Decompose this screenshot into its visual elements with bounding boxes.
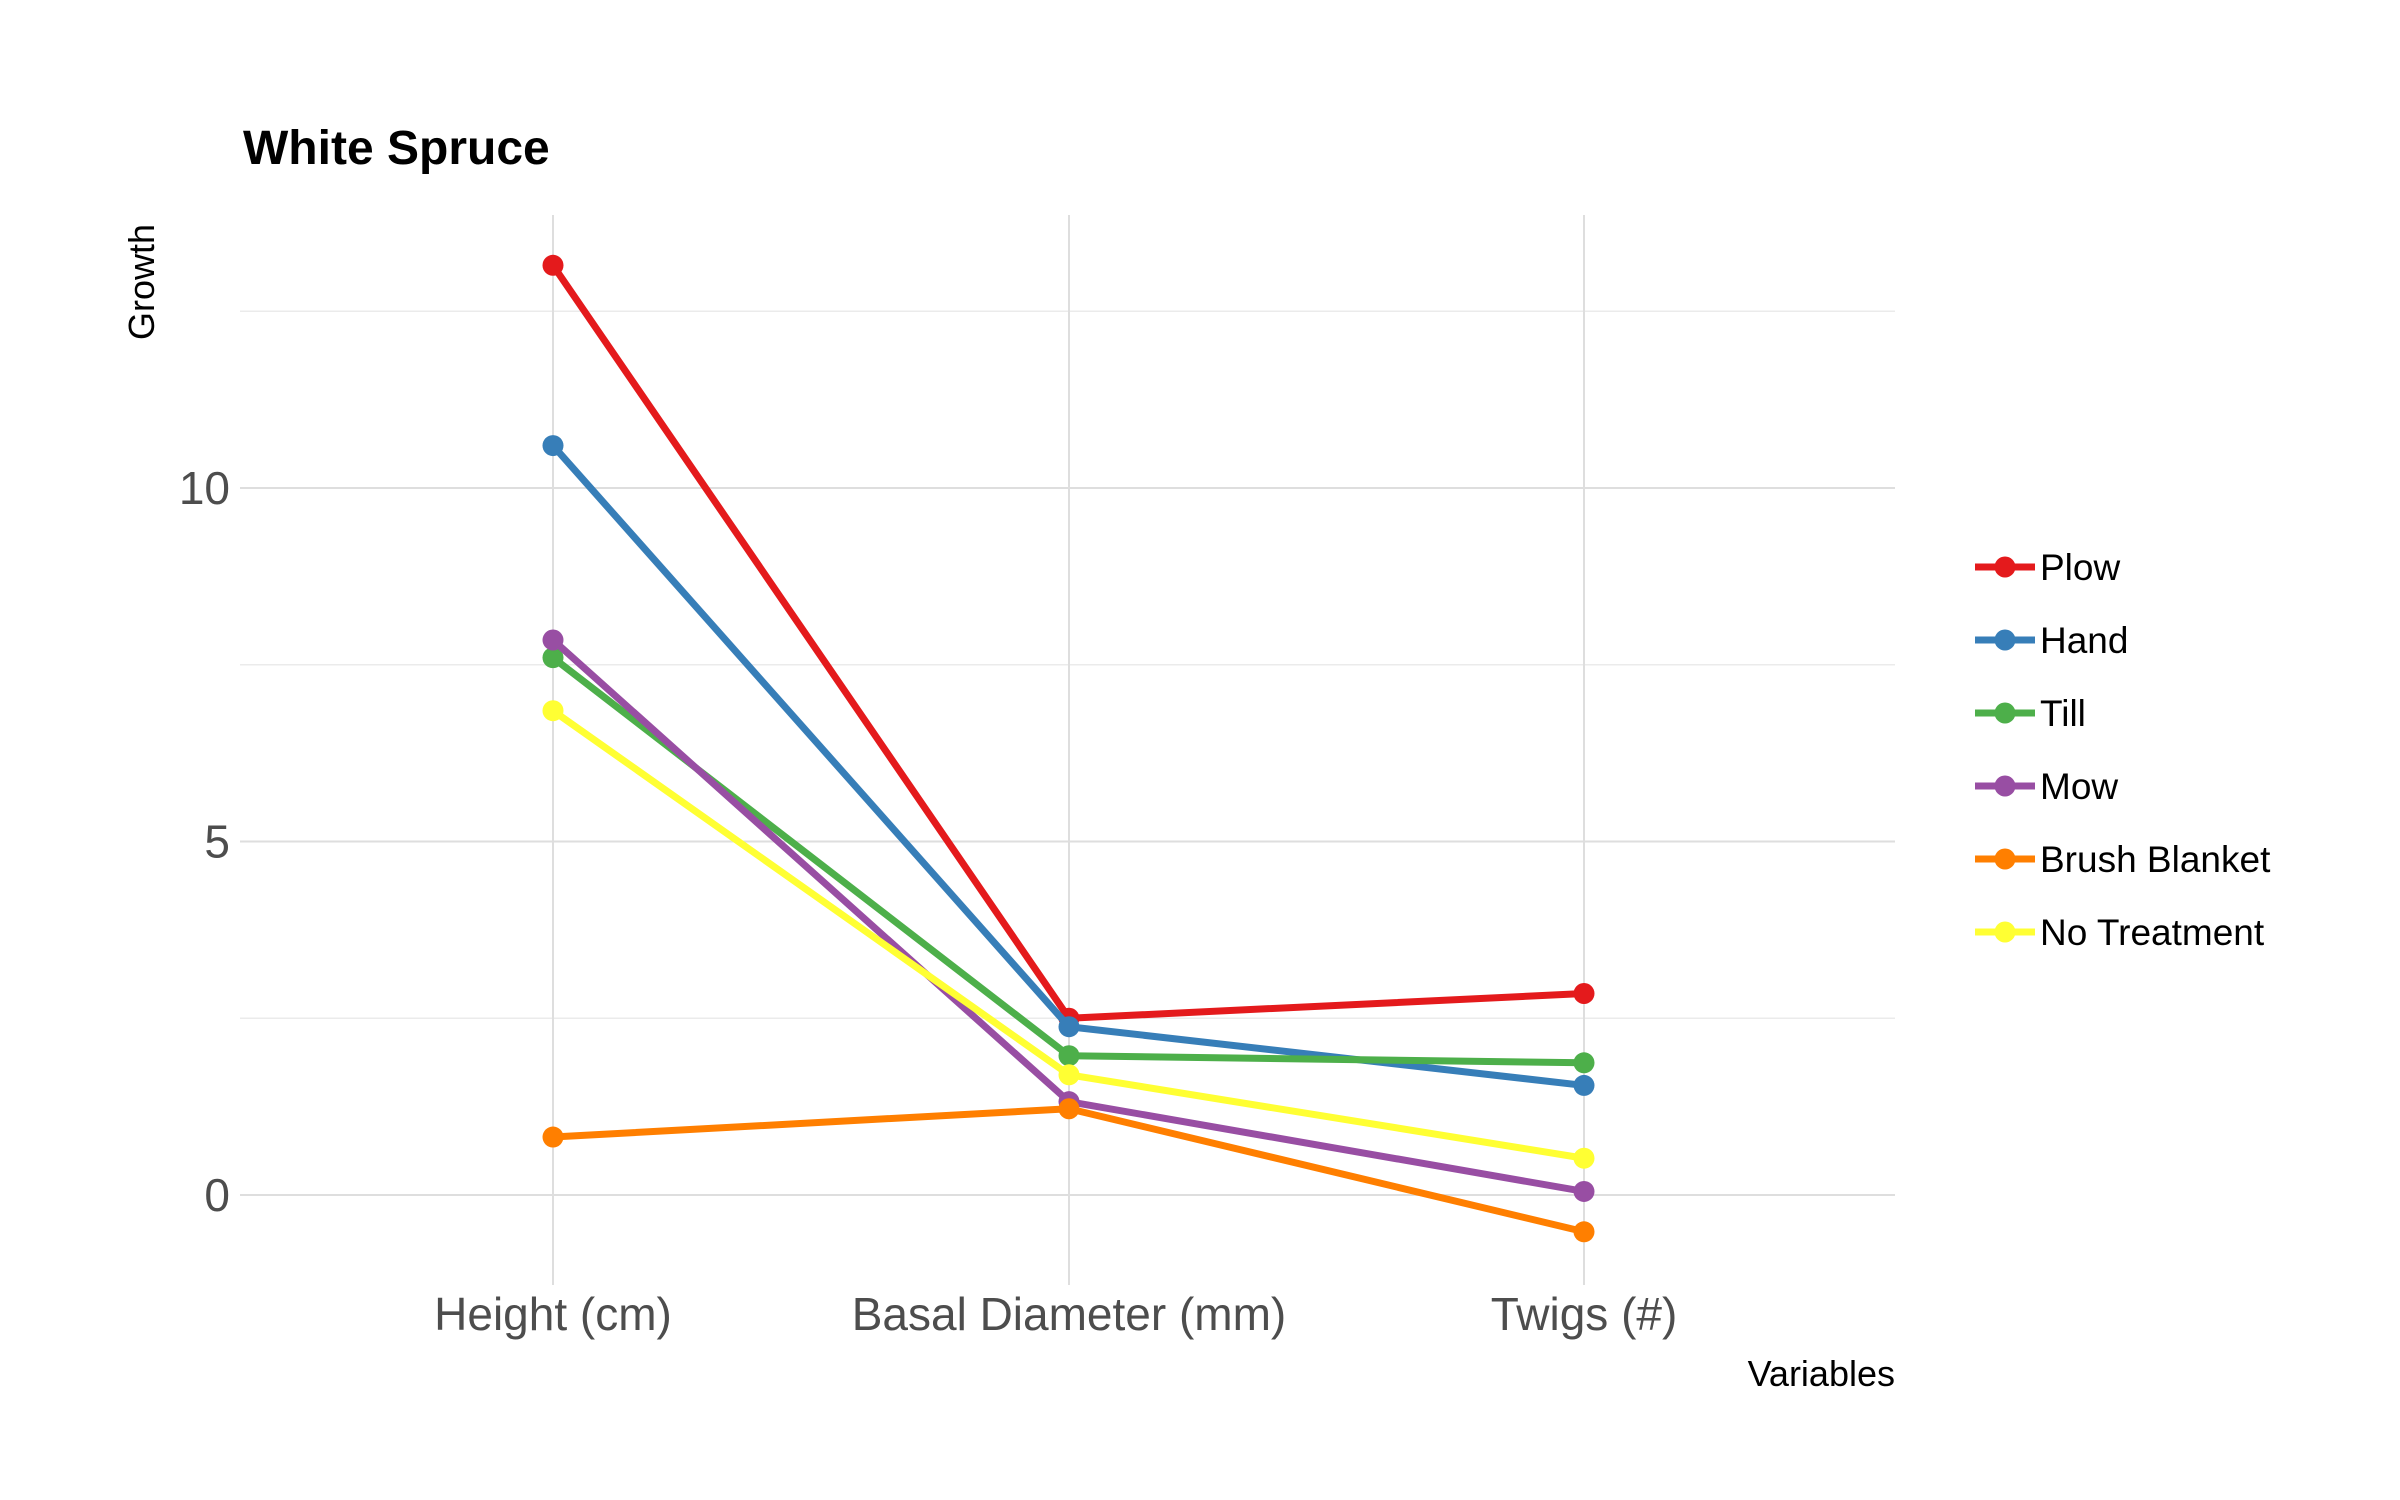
legend-item: Brush Blanket: [1975, 839, 2271, 880]
legend-label: No Treatment: [2040, 912, 2265, 953]
data-point: [542, 435, 564, 457]
data-point: [1573, 1074, 1595, 1096]
series-no-treatment: [542, 700, 1595, 1169]
data-point: [1573, 1180, 1595, 1202]
legend-key-point: [1994, 702, 2016, 724]
data-point: [1058, 1064, 1080, 1086]
legend-key-point: [1994, 629, 2016, 651]
data-point: [1573, 1147, 1595, 1169]
legend-label: Brush Blanket: [2040, 839, 2271, 880]
legend-item: Mow: [1975, 766, 2118, 807]
y-tick-label: 10: [179, 462, 230, 514]
data-point: [1058, 1098, 1080, 1120]
y-axis-title: Growth: [121, 224, 162, 340]
series-brush-blanket: [542, 1098, 1595, 1243]
x-tick-label: Twigs (#): [1491, 1288, 1678, 1340]
series-hand: [542, 435, 1595, 1096]
legend-item: Hand: [1975, 620, 2128, 661]
legend: Plow Hand Till Mow Brush Blanket No Treatment: [1975, 547, 2271, 953]
data-point: [542, 1126, 564, 1148]
series-layer: [542, 254, 1595, 1243]
x-tick-label: Basal Diameter (mm): [852, 1288, 1287, 1340]
legend-label: Till: [2040, 693, 2086, 734]
data-point: [542, 254, 564, 276]
legend-item: Till: [1975, 693, 2086, 734]
x-tick-labels: Height (cm) Basal Diameter (mm) Twigs (#): [434, 1288, 1677, 1340]
y-tick-labels: 0 5 10: [179, 462, 230, 1221]
legend-label: Plow: [2040, 547, 2120, 588]
legend-key-point: [1994, 921, 2016, 943]
data-point: [1058, 1016, 1080, 1038]
gridlines: [240, 215, 1895, 1285]
chart-title: White Spruce: [243, 122, 550, 175]
data-point: [1058, 1045, 1080, 1067]
data-point: [542, 700, 564, 722]
legend-label: Hand: [2040, 620, 2128, 661]
data-point: [1573, 1221, 1595, 1243]
data-point: [542, 647, 564, 669]
data-point: [1573, 1052, 1595, 1074]
data-point: [1573, 983, 1595, 1005]
legend-key-point: [1994, 556, 2016, 578]
x-tick-label: Height (cm): [434, 1288, 672, 1340]
x-axis-title: Variables: [1748, 1353, 1895, 1394]
legend-item: No Treatment: [1975, 912, 2265, 953]
legend-key-point: [1994, 848, 2016, 870]
legend-key-point: [1994, 775, 2016, 797]
legend-item: Plow: [1975, 547, 2120, 588]
y-tick-label: 0: [204, 1169, 230, 1221]
data-point: [542, 629, 564, 651]
y-tick-label: 5: [204, 816, 230, 868]
legend-label: Mow: [2040, 766, 2118, 807]
